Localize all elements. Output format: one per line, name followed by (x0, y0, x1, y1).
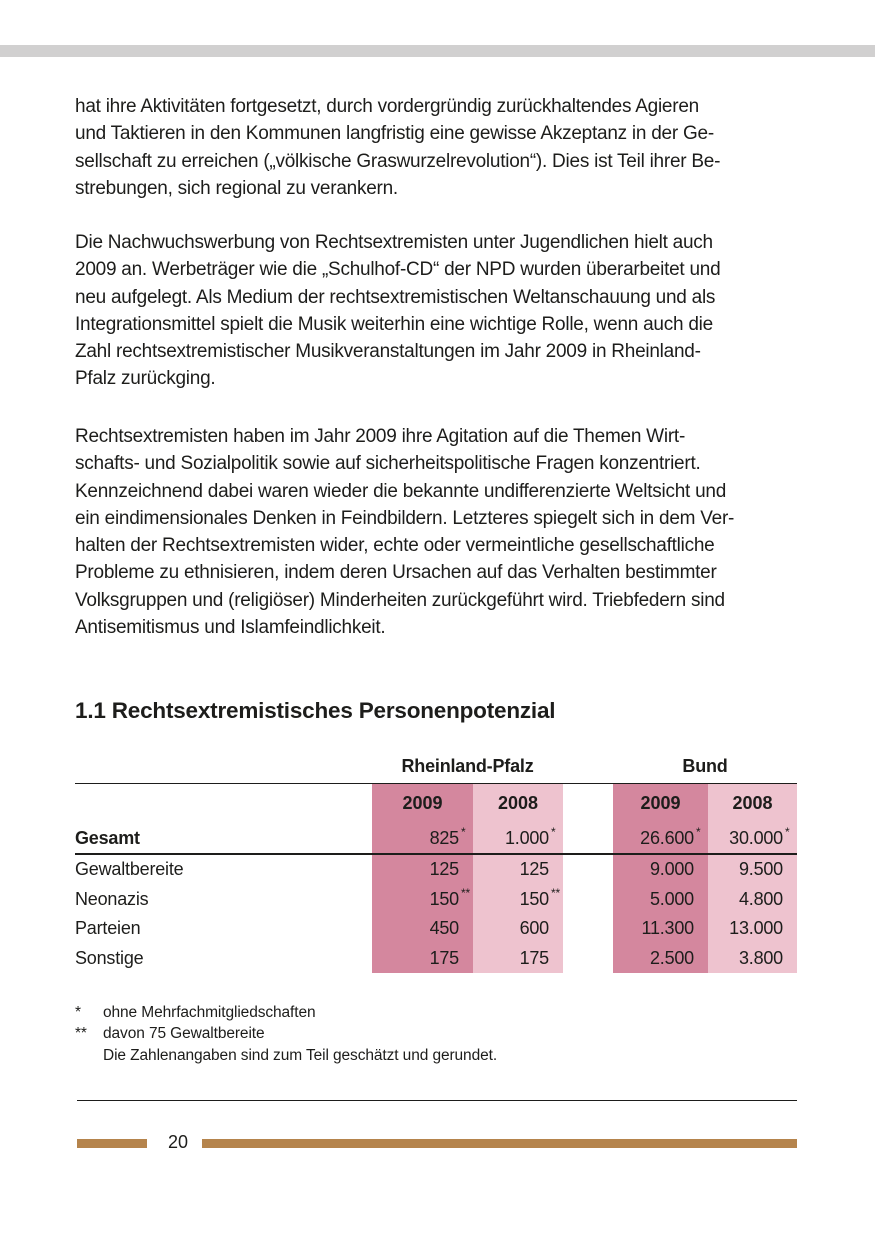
table-cell: 9.000 (613, 855, 708, 885)
column-group-rheinland-pfalz: Rheinland-Pfalz (401, 756, 534, 776)
text-line: neu aufgelegt. Als Medium der rechtsextr… (75, 286, 716, 308)
personenpotenzial-table: Rheinland-Pfalz Bund 2009 2008 2009 2008… (75, 750, 797, 973)
row-label: Gesamt (75, 827, 140, 848)
paragraph-3: Rechtsextremisten haben im Jahr 2009 ihr… (75, 423, 815, 641)
footer-bar-right (202, 1139, 797, 1148)
text-line: Die Nachwuchswerbung von Rechtsextremist… (75, 232, 713, 253)
text-line: Probleme zu ethnisieren, indem deren Urs… (75, 562, 717, 584)
table-cell: 2.500 (613, 943, 708, 973)
table-footnotes: * ohne Mehrfachmitgliedschaften ** davon… (75, 1002, 497, 1066)
footnote: ** davon 75 Gewaltbereite (75, 1023, 497, 1044)
text-line: 2009 an. Werbeträger wie die „Schulhof-C… (75, 259, 721, 281)
text-line: Antisemitismus und Islamfeindlichkeit. (75, 617, 386, 639)
spacer-cell (75, 750, 372, 783)
table-cell: 1.000 * (473, 823, 563, 853)
year-header-cell: 2008 (473, 784, 563, 823)
table-cell: 825 * (372, 823, 473, 853)
page-content: hat ihre Aktivitäten fortgesetzt, durch … (75, 0, 798, 1241)
page-footer: 20 (75, 1132, 797, 1152)
text-line: sellschaft zu erreichen („völkische Gras… (75, 150, 721, 172)
paragraph-1: hat ihre Aktivitäten fortgesetzt, durch … (75, 93, 815, 202)
text-line: Kennzeichnend dabei waren wieder die bek… (75, 480, 727, 502)
table-cell: 26.600 * (613, 823, 708, 853)
table-cell: 450 (372, 914, 473, 944)
text-line: und Taktieren in den Kommunen langfristi… (75, 123, 714, 145)
table-year-header-row: 2009 2008 2009 2008 (75, 784, 797, 823)
year-header-cell: 2009 (372, 784, 473, 823)
table-row: Gesamt 825 * 1.000 * 26.600 * 30.000 * (75, 823, 797, 855)
table-body: 2009 2008 2009 2008 Gesamt 825 * 1.000 * 2… (75, 783, 797, 973)
spacer-cell (563, 855, 613, 885)
footnote: * ohne Mehrfachmitgliedschaften (75, 1002, 497, 1023)
text-line: schafts- und Sozialpolitik sowie auf sic… (75, 453, 701, 475)
table-cell: 5.000 (613, 884, 708, 914)
table-row: Sonstige 175 175 2.500 3.800 (75, 943, 797, 974)
spacer-cell (563, 750, 613, 783)
page-top-divider-bar (0, 45, 875, 57)
footnote-marker: ** (75, 1025, 87, 1043)
footer-rule (77, 1100, 797, 1101)
spacer-cell (563, 885, 613, 915)
row-label: Neonazis (75, 888, 149, 909)
text-line: Zahl rechtsextremistischer Musikveransta… (75, 341, 701, 363)
spacer-cell (563, 914, 613, 944)
text-line: hat ihre Aktivitäten fortgesetzt, durch … (75, 96, 699, 117)
table-cell: 150 ** (372, 884, 473, 914)
row-label: Gewaltbereite (75, 859, 184, 880)
table-cell: 125 (473, 855, 563, 885)
year-header-cell: 2008 (708, 784, 797, 823)
page-number: 20 (167, 1132, 189, 1152)
table-cell: 175 (473, 943, 563, 973)
table-cell: 4.800 (708, 884, 797, 914)
table-cell: 600 (473, 914, 563, 944)
table-cell: 125 (372, 855, 473, 885)
column-group-bund: Bund (682, 756, 728, 776)
table-row: Neonazis 150 ** 150 ** 5.000 4.800 (75, 884, 797, 915)
text-line: Pfalz zurückging. (75, 368, 216, 390)
table-row: Parteien 450 600 11.300 13.000 (75, 914, 797, 944)
section-heading: 1.1 Rechtsextremistisches Personenpotenz… (75, 698, 556, 723)
table-cell: 13.000 (708, 914, 797, 944)
footnote-marker (75, 1045, 103, 1066)
footnote-text: davon 75 Gewaltbereite (103, 1025, 265, 1043)
row-label: Parteien (75, 918, 141, 939)
table-cell: 9.500 (708, 855, 797, 885)
table-cell: 175 (372, 943, 473, 973)
table-cell: 11.300 (613, 914, 708, 944)
spacer-cell (75, 784, 372, 823)
text-line: Integrationsmittel spielt die Musik weit… (75, 313, 713, 335)
table-row: Gewaltbereite 125 125 9.000 9.500 (75, 855, 797, 885)
footer-bar-left (77, 1139, 147, 1148)
table-cell: 150 ** (473, 884, 563, 914)
text-line: Rechtsextremisten haben im Jahr 2009 ihr… (75, 426, 686, 447)
text-line: Volksgruppen und (religiöser) Minderheit… (75, 589, 725, 611)
table-cell: 30.000 * (708, 823, 797, 853)
spacer-cell (563, 823, 613, 853)
spacer-cell (563, 944, 613, 974)
year-header-cell: 2009 (613, 784, 708, 823)
text-line: ein eindimensionales Denken in Feindbild… (75, 507, 735, 529)
footnote-text: Die Zahlenangaben sind zum Teil geschätz… (103, 1046, 498, 1064)
paragraph-2: Die Nachwuchswerbung von Rechtsextremist… (75, 229, 815, 393)
row-label: Sonstige (75, 947, 144, 968)
spacer-cell (563, 784, 613, 823)
table-group-header-row: Rheinland-Pfalz Bund (75, 750, 797, 783)
footnote-text: ohne Mehrfachmitgliedschaften (103, 1004, 316, 1021)
footnote-marker: * (75, 1004, 81, 1021)
footnote: Die Zahlenangaben sind zum Teil geschätz… (75, 1045, 497, 1066)
text-line: halten der Rechtsextremisten wider, echt… (75, 535, 715, 557)
table-cell: 3.800 (708, 943, 797, 973)
text-line: strebungen, sich regional zu verankern. (75, 177, 398, 199)
